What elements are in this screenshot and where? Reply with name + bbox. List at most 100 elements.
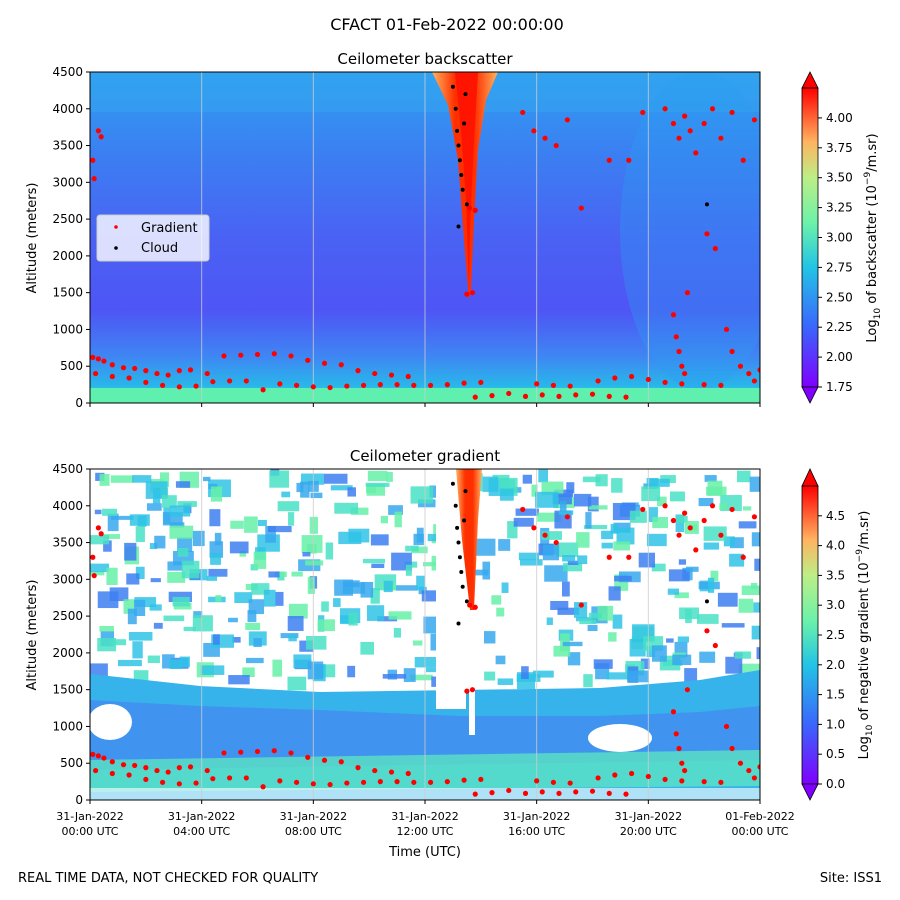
speckle-patch (124, 542, 137, 561)
cloud-point (460, 584, 465, 589)
cloud-point (463, 489, 468, 494)
gradient-point (472, 604, 478, 610)
speckle-patch (719, 503, 728, 510)
gradient-point (531, 525, 537, 531)
gradient-point (472, 207, 478, 213)
gradient-point (662, 503, 668, 509)
colorbar-tick-label: 0.5 (826, 747, 845, 761)
speckle-patch (638, 552, 656, 568)
gradient-point (564, 514, 570, 520)
gradient-point (704, 231, 710, 237)
gradient-point (682, 510, 688, 516)
speckle-patch (209, 509, 221, 527)
speckle-patch (132, 475, 152, 483)
speckle-patch (518, 552, 540, 561)
speckle-patch (128, 631, 153, 641)
x-tick-label-time: 00:00 UTC (61, 825, 118, 838)
speckle-patch (103, 540, 112, 552)
speckle-patch (431, 676, 438, 687)
speckle-patch (652, 517, 669, 529)
gradient-heatmap (90, 469, 760, 800)
backscatter-colorbar-extend-bottom (801, 386, 819, 404)
speckle-patch (293, 654, 312, 669)
speckle-patch (366, 605, 385, 621)
gradient-point (338, 759, 344, 765)
speckle-patch (587, 624, 598, 632)
cloud-point (456, 224, 461, 229)
legend-gradient-label: Gradient (141, 221, 198, 236)
speckle-patch (697, 614, 719, 624)
gradient-point (288, 353, 294, 359)
speckle-patch (102, 508, 118, 516)
speckle-patch (371, 563, 385, 569)
x-tick-label-date: 31-Jan-2022 (615, 810, 683, 823)
gradient-point (751, 117, 758, 123)
speckle-patch (686, 566, 699, 572)
speckle-patch (751, 532, 760, 547)
gradient-point (573, 789, 579, 795)
speckle-patch (721, 623, 745, 628)
speckle-patch (107, 513, 119, 532)
speckle-patch (492, 474, 510, 481)
cloud-point (463, 92, 468, 97)
speckle-patch (587, 496, 599, 512)
gradient-point (628, 770, 635, 777)
backscatter-panel: Ceilometer backscatter 0 500 1000 1500 2000 2… (25, 50, 883, 410)
speckle-patch (129, 514, 150, 526)
speckle-patch (288, 512, 295, 526)
speckle-patch (646, 533, 667, 547)
gradient-point (556, 393, 562, 399)
gradient-point (612, 772, 618, 778)
backscatter-y-ticks: 0 500 1000 1500 2000 2500 3000 3500 4000 4500 (52, 65, 90, 410)
gradient-point (372, 370, 378, 377)
speckle-patch (287, 616, 304, 631)
speckle-patch (498, 539, 511, 551)
speckle-patch (183, 626, 196, 632)
gradient-point (595, 775, 601, 781)
gradient-plume-stem (469, 610, 475, 735)
speckle-patch (703, 542, 720, 550)
speckle-patch (471, 538, 496, 556)
speckle-patch (707, 577, 715, 593)
backscatter-colorbar-extend-top (801, 71, 819, 89)
gradient-point (693, 150, 699, 156)
gradient-point (693, 547, 699, 553)
gradient-point (293, 382, 300, 388)
speckle-patch (388, 611, 412, 620)
gradient-point (684, 290, 691, 296)
gradient-point (701, 517, 707, 524)
gradient-point (193, 383, 199, 389)
y-tick-label: 2500 (52, 212, 83, 226)
speckle-patch (347, 487, 356, 497)
gradient-point (718, 779, 724, 785)
backscatter-title: Ceilometer backscatter (337, 50, 513, 68)
gradient-point (260, 387, 266, 393)
speckle-patch (641, 486, 661, 502)
speckle-patch (123, 599, 135, 614)
gradient-point (718, 382, 724, 388)
speckle-patch (203, 476, 211, 482)
speckle-patch (253, 551, 267, 569)
gradient-point (676, 348, 682, 355)
gradient-point (344, 383, 350, 389)
speckle-patch (484, 671, 496, 681)
speckle-patch (310, 492, 323, 499)
speckle-patch (134, 597, 157, 608)
gradient-point (670, 120, 677, 127)
speckle-patch (666, 638, 674, 643)
speckle-patch (382, 674, 407, 679)
speckle-patch (606, 672, 629, 680)
speckle-patch (754, 558, 760, 571)
gradient-point (154, 767, 160, 774)
gradient-point (662, 776, 668, 783)
speckle-patch (350, 507, 369, 515)
gradient-point (709, 503, 716, 509)
gradient-point (709, 106, 716, 112)
gradient-point (489, 790, 495, 796)
gradient-point (737, 760, 744, 766)
speckle-patch (593, 659, 613, 669)
gradient-point (187, 367, 194, 373)
speckle-patch (288, 635, 297, 642)
speckle-patch (734, 651, 752, 659)
gradient-point (539, 789, 545, 795)
